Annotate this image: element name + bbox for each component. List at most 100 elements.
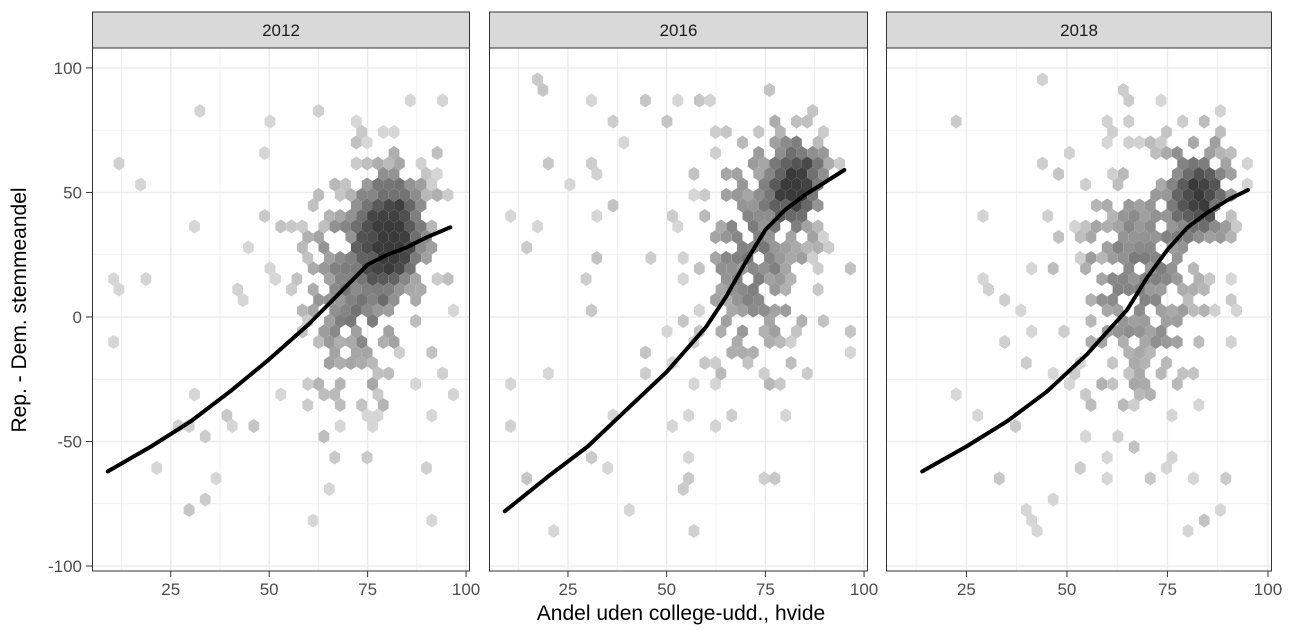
hex-cell	[774, 188, 786, 202]
hex-cell	[1128, 209, 1140, 223]
hex-cell	[318, 240, 330, 255]
hex-cell	[791, 114, 802, 129]
hex-cell	[1182, 524, 1194, 538]
y-tick-label: 0	[73, 308, 82, 327]
hex-cell	[151, 461, 163, 475]
hex-cell	[1031, 524, 1043, 538]
hex-cell	[329, 261, 341, 276]
hex-cell	[543, 156, 554, 171]
hex-cell	[758, 177, 770, 192]
hex-cell	[394, 345, 405, 360]
hex-cell	[1161, 146, 1172, 160]
hex-cell	[688, 377, 700, 391]
hex-cell	[345, 251, 357, 265]
hex-cell	[688, 188, 700, 202]
hex-cell	[769, 324, 781, 339]
hex-cell	[764, 188, 775, 202]
hex-cell	[1150, 188, 1162, 202]
hex-cell	[302, 230, 314, 244]
hex-cell	[448, 303, 459, 318]
hex-cell	[388, 272, 400, 286]
hex-cell	[431, 167, 443, 181]
y-axis-title: Rep. - Dem. stemmeandel	[8, 187, 31, 432]
hex-cell	[785, 272, 797, 286]
hex-cell	[383, 177, 394, 192]
hex-cell	[845, 261, 856, 276]
hex-cell	[818, 230, 829, 244]
hex-cell	[1209, 177, 1221, 192]
hex-cell	[1171, 209, 1183, 223]
hex-cell	[388, 125, 400, 139]
hex-cell	[318, 429, 330, 444]
hex-cell	[1053, 167, 1064, 181]
hex-cell	[586, 450, 597, 465]
hex-cell	[1193, 272, 1205, 286]
hex-cell	[607, 114, 619, 129]
hex-cell	[1193, 167, 1205, 181]
hex-cell	[232, 282, 243, 297]
hex-cell	[1128, 230, 1140, 244]
hex-cell	[1015, 303, 1027, 318]
hex-cell	[1188, 198, 1199, 213]
hex-cell	[1198, 114, 1210, 129]
hex-cell	[1220, 156, 1232, 171]
hex-cell	[1231, 219, 1242, 234]
hex-cell	[742, 356, 754, 370]
y-tick-label: -100	[48, 557, 82, 576]
hex-cell	[1188, 135, 1199, 150]
hex-cell	[404, 282, 416, 297]
hex-cell	[394, 156, 405, 171]
hex-cell	[1242, 177, 1253, 192]
hex-cell	[747, 156, 759, 171]
hex-cell	[1215, 167, 1226, 181]
hex-cell	[399, 272, 411, 286]
hex-cell	[383, 198, 394, 213]
hex-cell	[1182, 209, 1194, 223]
hex-cell	[1101, 240, 1113, 255]
hex-cell	[1161, 461, 1172, 475]
hex-cell	[1123, 345, 1135, 360]
hex-cell	[367, 356, 378, 370]
hex-cell	[715, 219, 727, 234]
hex-cell	[1123, 282, 1135, 297]
hex-cell	[1204, 146, 1215, 160]
hexbin-layer	[505, 72, 856, 538]
facet-strip-label: 2016	[660, 21, 698, 40]
hex-cell	[388, 230, 400, 244]
hex-cell	[1085, 314, 1097, 328]
hex-cell	[812, 198, 824, 213]
hex-cell	[1085, 251, 1097, 265]
hex-cell	[796, 146, 808, 160]
hex-cell	[791, 324, 802, 339]
hex-cell	[1209, 135, 1221, 150]
hex-cell	[1107, 272, 1118, 286]
hex-cell	[688, 167, 700, 181]
hex-cell	[324, 314, 335, 328]
hex-cell	[1134, 240, 1145, 255]
hex-cell	[737, 198, 748, 213]
facet-strip	[886, 11, 1272, 49]
hex-cell	[764, 167, 775, 181]
hex-cell	[421, 251, 432, 265]
hex-cell	[1128, 272, 1140, 286]
hex-cell	[780, 135, 791, 150]
hex-cell	[1101, 135, 1113, 150]
hex-cell	[334, 377, 346, 391]
hex-cell	[421, 167, 432, 181]
hex-cell	[340, 177, 351, 192]
hex-cell	[807, 167, 818, 181]
hex-cell	[774, 167, 786, 181]
hex-cell	[764, 272, 775, 286]
facet-strip	[92, 11, 470, 49]
hex-cell	[1139, 356, 1151, 370]
hex-cell	[1080, 177, 1091, 192]
hex-cell	[640, 366, 651, 381]
hex-cell	[350, 240, 362, 255]
hex-cell	[361, 303, 373, 318]
hex-cell	[377, 293, 389, 307]
hex-cell	[845, 345, 856, 360]
hex-cell	[383, 219, 394, 234]
hex-cell	[747, 219, 759, 234]
hex-cell	[367, 419, 378, 433]
hex-cell	[812, 156, 824, 171]
